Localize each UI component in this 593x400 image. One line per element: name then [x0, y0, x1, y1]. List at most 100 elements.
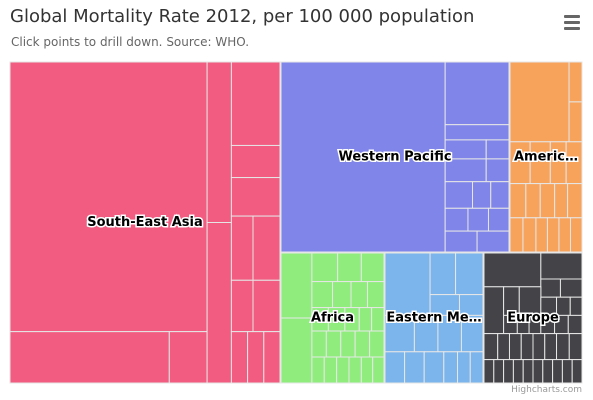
treemap-region-western-pacific[interactable]: Western Pacific: [280, 61, 510, 253]
treemap-child-cell[interactable]: [520, 333, 534, 361]
treemap-child-cell[interactable]: [332, 281, 352, 309]
treemap-child-cell[interactable]: [469, 351, 484, 384]
treemap-child-cell[interactable]: [230, 177, 281, 217]
treemap-child-cell[interactable]: [354, 330, 371, 358]
treemap-child-cell[interactable]: [455, 252, 484, 296]
treemap-child-cell[interactable]: [508, 333, 522, 361]
treemap-child-cell[interactable]: [568, 333, 583, 361]
treemap-child-cell[interactable]: [552, 359, 563, 384]
treemap-child-cell[interactable]: [9, 61, 208, 333]
treemap-region-africa[interactable]: Africa: [280, 252, 385, 384]
treemap-child-cell[interactable]: [444, 181, 474, 209]
treemap-child-cell[interactable]: [404, 351, 425, 384]
treemap-child-cell[interactable]: [483, 333, 499, 361]
treemap-child-cell[interactable]: [384, 252, 431, 316]
treemap-child-cell[interactable]: [230, 215, 254, 281]
treemap-child-cell[interactable]: [311, 330, 327, 358]
chart-context-menu-button[interactable]: [558, 8, 586, 36]
treemap-child-cell[interactable]: [444, 230, 478, 253]
treemap-child-cell[interactable]: [561, 359, 573, 384]
treemap-child-cell[interactable]: [369, 330, 385, 358]
treemap-child-cell[interactable]: [568, 61, 583, 103]
treemap-child-cell[interactable]: [168, 331, 208, 384]
treemap-child-cell[interactable]: [483, 252, 542, 288]
treemap-child-cell[interactable]: [358, 307, 373, 332]
treemap-child-cell[interactable]: [556, 333, 570, 361]
treemap-child-cell[interactable]: [372, 356, 385, 384]
treemap-child-cell[interactable]: [472, 181, 492, 209]
treemap-child-cell[interactable]: [367, 281, 385, 309]
treemap-child-cell[interactable]: [311, 281, 333, 309]
treemap-child-cell[interactable]: [569, 217, 583, 253]
treemap-child-cell[interactable]: [487, 207, 510, 232]
treemap-child-cell[interactable]: [311, 356, 325, 384]
treemap-child-cell[interactable]: [567, 314, 583, 335]
treemap-child-cell[interactable]: [247, 331, 265, 384]
treemap-child-cell[interactable]: [540, 252, 583, 280]
treemap-child-cell[interactable]: [337, 252, 362, 283]
treemap-child-cell[interactable]: [542, 359, 554, 384]
treemap-child-cell[interactable]: [532, 359, 544, 384]
treemap-child-cell[interactable]: [230, 279, 254, 333]
treemap-child-cell[interactable]: [457, 351, 471, 384]
treemap-child-cell[interactable]: [503, 359, 514, 384]
treemap-child-cell[interactable]: [311, 252, 339, 283]
treemap-child-cell[interactable]: [483, 359, 495, 384]
treemap-child-cell[interactable]: [485, 139, 510, 160]
treemap-child-cell[interactable]: [360, 356, 374, 384]
treemap-child-cell[interactable]: [230, 61, 281, 146]
treemap-child-cell[interactable]: [532, 333, 546, 361]
treemap-child-cell[interactable]: [323, 356, 338, 384]
treemap-child-cell[interactable]: [539, 183, 556, 219]
treemap-child-cell[interactable]: [509, 217, 524, 253]
treemap-child-cell[interactable]: [567, 183, 583, 219]
treemap-child-cell[interactable]: [252, 279, 281, 333]
treemap-child-cell[interactable]: [525, 183, 541, 219]
treemap-child-cell[interactable]: [280, 252, 313, 319]
treemap-child-cell[interactable]: [546, 217, 560, 253]
treemap-child-cell[interactable]: [443, 351, 459, 384]
treemap-child-cell[interactable]: [206, 61, 232, 223]
treemap-child-cell[interactable]: [483, 286, 505, 335]
treemap-child-cell[interactable]: [340, 330, 356, 358]
treemap-child-cell[interactable]: [230, 144, 281, 179]
treemap-child-cell[interactable]: [252, 215, 281, 281]
treemap-child-cell[interactable]: [467, 207, 489, 232]
treemap-child-cell[interactable]: [535, 217, 548, 253]
treemap-region-south-east-asia[interactable]: South-East Asia: [9, 61, 281, 384]
treemap-region-americ[interactable]: Americ…: [509, 61, 583, 253]
treemap-child-cell[interactable]: [444, 124, 510, 141]
treemap-child-cell[interactable]: [423, 351, 445, 384]
treemap-child-cell[interactable]: [512, 359, 524, 384]
credits-link[interactable]: Highcharts.com: [511, 385, 582, 395]
treemap-child-cell[interactable]: [476, 230, 510, 253]
treemap-child-cell[interactable]: [263, 331, 281, 384]
treemap-child-cell[interactable]: [497, 333, 510, 361]
treemap-child-cell[interactable]: [544, 333, 558, 361]
treemap-child-cell[interactable]: [522, 217, 537, 253]
treemap-child-cell[interactable]: [493, 359, 505, 384]
treemap-child-cell[interactable]: [559, 278, 583, 298]
treemap-child-cell[interactable]: [571, 359, 583, 384]
treemap-child-cell[interactable]: [9, 331, 170, 384]
treemap-child-cell[interactable]: [490, 181, 510, 209]
treemap-child-cell[interactable]: [522, 359, 534, 384]
treemap-child-cell[interactable]: [348, 356, 362, 384]
treemap-child-cell[interactable]: [540, 278, 561, 298]
treemap-child-cell[interactable]: [429, 252, 457, 296]
treemap-child-cell[interactable]: [371, 307, 385, 332]
treemap-child-cell[interactable]: [444, 207, 469, 232]
treemap-child-cell[interactable]: [230, 331, 249, 384]
treemap-child-cell[interactable]: [206, 222, 232, 384]
treemap-child-cell[interactable]: [569, 296, 583, 316]
treemap-child-cell[interactable]: [384, 314, 415, 353]
treemap-child-cell[interactable]: [568, 101, 583, 143]
treemap-child-cell[interactable]: [360, 252, 385, 283]
treemap-child-cell[interactable]: [280, 317, 313, 384]
treemap-child-cell[interactable]: [558, 217, 571, 253]
treemap-child-cell[interactable]: [325, 330, 342, 358]
treemap-child-cell[interactable]: [384, 351, 406, 384]
treemap-child-cell[interactable]: [485, 158, 510, 183]
treemap-child-cell[interactable]: [280, 61, 446, 253]
treemap-child-cell[interactable]: [509, 183, 527, 219]
